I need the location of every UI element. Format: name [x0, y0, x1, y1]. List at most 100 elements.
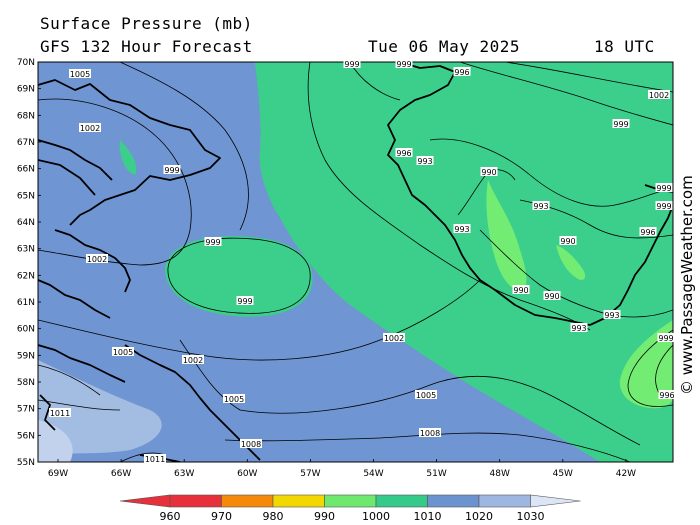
isobar-label: 1011: [50, 409, 70, 418]
site-credit: © www.PassageWeather.com: [678, 175, 696, 395]
pressure-band-980-990: [486, 180, 527, 291]
lat-tick-label: 61N: [17, 298, 35, 308]
isobar-label-bg: [603, 310, 621, 319]
isobar-label-bg: [648, 90, 670, 99]
isobar-label: 999: [164, 166, 179, 175]
isobar-label: 1002: [183, 356, 203, 365]
colorbar-segment: [375, 494, 428, 508]
lat-tick-label: 68N: [17, 111, 35, 121]
colorbar-level-label: 970: [211, 510, 232, 523]
isobar-label-bg: [86, 254, 108, 263]
isobar-label-bg: [612, 119, 630, 128]
isobar-label: 990: [513, 286, 528, 295]
lat-tick-label: 65N: [17, 191, 35, 201]
isobar-label: 1002: [384, 334, 404, 343]
isobar-label: 999: [205, 238, 220, 247]
latitude-labels: 70N 69N 68N 67N 66N 65N 64N 63N 62N 61N 60N 59N 58N 5…: [17, 58, 41, 468]
isobar-label: 999: [613, 120, 628, 129]
colorbar-level-label: 1020: [465, 510, 493, 523]
lon-tick-label: 45W: [553, 469, 573, 479]
isobar-label: 1005: [113, 348, 133, 357]
isobar-label: 999: [656, 202, 671, 211]
isobar-label-bg: [383, 333, 405, 342]
isobar-label-bg: [415, 390, 437, 399]
lat-tick-label: 56N: [17, 431, 35, 441]
isobar-label-bg: [182, 355, 204, 364]
forecast-time: 18 UTC: [594, 37, 655, 56]
colorbar-level-label: 960: [160, 510, 181, 523]
isobar-label-bg: [453, 224, 471, 233]
lat-tick-label: 67N: [17, 138, 35, 148]
pressure-band-980-990-southeast: [619, 320, 673, 409]
lat-tick-label: 70N: [17, 58, 35, 68]
lon-tick-label: 54W: [363, 469, 383, 479]
colorbar-segment: [221, 494, 274, 508]
lon-tick-label: 57W: [300, 469, 320, 479]
colorbar-level-label: 1010: [414, 510, 442, 523]
isobar-label-bg: [639, 227, 657, 236]
isobar-label: 999: [237, 297, 252, 306]
lat-tick-label: 63N: [17, 245, 35, 255]
site-credit-text: © www.PassageWeather.com: [678, 175, 696, 395]
lat-tick-label: 62N: [17, 271, 35, 281]
isobar-label-bg: [204, 237, 222, 246]
isobar-label: 990: [560, 237, 575, 246]
isobar-label-bg: [395, 59, 413, 68]
isobar-label-bg: [416, 156, 434, 165]
isobar-label-bg: [658, 390, 676, 399]
colorbar-right-arrow: [530, 494, 581, 508]
isobar-label: 990: [481, 168, 496, 177]
colorbar-level-label: 980: [263, 510, 284, 523]
lat-tick-label: 55N: [17, 458, 35, 468]
isobar-label: 1005: [224, 395, 244, 404]
lon-tick-label: 60W: [237, 469, 257, 479]
isobar-label: 1005: [416, 391, 436, 400]
isobar-label-bg: [559, 236, 577, 245]
lon-tick-label: 48W: [490, 469, 510, 479]
pressure-band-980-990-east: [556, 245, 586, 280]
colorbar-level-label: 1030: [517, 510, 545, 523]
lat-tick-label: 69N: [17, 85, 35, 95]
isobar-label: 1011: [145, 455, 165, 464]
isobar-label-bg: [79, 123, 101, 132]
pressure-band-1010-1020: [38, 360, 162, 455]
isobar-label-bg: [343, 59, 361, 68]
lat-tick-label: 64N: [17, 218, 35, 228]
lon-tick-label: 51W: [426, 469, 446, 479]
isobar-label-bg: [480, 167, 498, 176]
lon-tick-label: 42W: [616, 469, 636, 479]
isobar-label-bg: [419, 428, 441, 437]
isobar-label: 993: [454, 225, 469, 234]
pressure-band-990-1000-baffin: [119, 140, 137, 175]
lat-tick-label: 60N: [17, 325, 35, 335]
isobar-label-bg: [657, 333, 675, 342]
lon-tick-label: 63W: [174, 469, 194, 479]
isobar-label-bg: [223, 394, 245, 403]
isobar-label-bg: [655, 183, 673, 192]
isobar-label-bg: [543, 291, 561, 300]
isobar-label-bg: [453, 67, 471, 76]
isobar-label: 993: [533, 202, 548, 211]
colorbar-level-label: 1000: [362, 510, 390, 523]
colorbar-segment: [427, 494, 480, 508]
isobar-labels: 1005 999 999 996 1002 1002 999 996 993 999 990 999 9…: [49, 59, 676, 464]
isobar-label: 999: [344, 60, 359, 69]
isobar-label: 996: [640, 228, 655, 237]
isobar-label-bg: [69, 69, 91, 78]
pressure-band-1020-1030: [38, 420, 73, 462]
isobar-label: 996: [659, 391, 674, 400]
isobar-label-bg: [570, 323, 588, 332]
isobar-label-bg: [49, 408, 71, 417]
lat-tick-label: 59N: [17, 351, 35, 361]
isobar-label: 999: [658, 334, 673, 343]
isobar-label-bg: [532, 201, 550, 210]
pressure-band-990-1000: [255, 62, 673, 462]
isobar-label-bg: [144, 454, 166, 463]
forecast-date: Tue 06 May 2025: [368, 37, 520, 56]
chart-title: Surface Pressure (mb): [40, 14, 253, 33]
colorbar-segment: [324, 494, 377, 508]
isobar-label: 1002: [649, 91, 669, 100]
isobar-label: 993: [571, 324, 586, 333]
isobar-label: 1008: [420, 429, 440, 438]
